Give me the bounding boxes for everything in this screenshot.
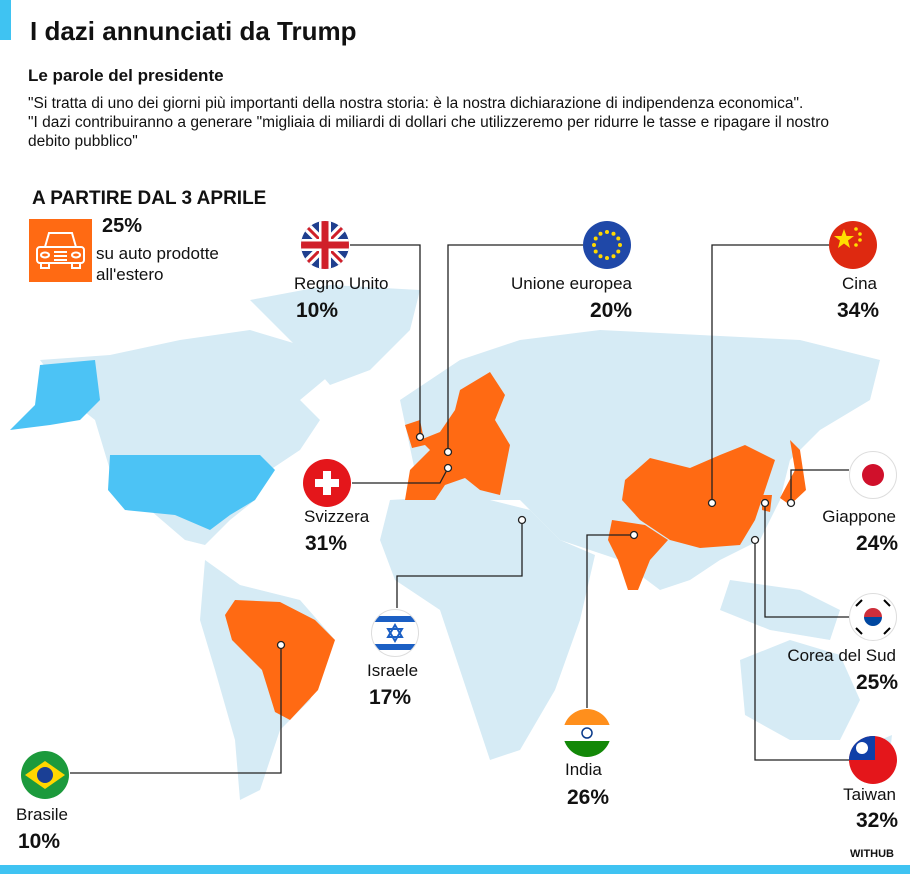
europe [405,372,510,500]
tariff-india: 26% [567,786,610,809]
leader-lines [70,244,849,774]
line-jp [790,469,849,503]
quote-2: "I dazi contribuiranno a generare "migli… [28,114,830,150]
line-uk [350,244,421,437]
line-cn [711,244,829,503]
south-korea-flag-icon [849,593,897,641]
footer-bar [0,865,910,874]
country-name-switzerland: Svizzera [304,507,370,526]
country-name-israel: Israele [367,661,419,680]
page-title: I dazi annunciati da Trump [30,16,357,46]
country-name-south-korea: Corea del Sud [787,646,896,665]
line-il [396,520,523,608]
line-ch [352,467,449,484]
country-name-brazil: Brasile [16,805,68,824]
car-tariff-pct: 25% [102,215,143,237]
tariff-china: 34% [836,299,879,322]
greenland [250,285,420,385]
uk-flag-icon [301,221,349,269]
country-name-india: India [565,760,602,779]
tariff-eu: 20% [589,299,632,322]
country-name-taiwan: Taiwan [843,785,896,804]
section-heading: A PARTIRE DAL 3 APRILE [32,188,267,209]
india-flag-icon [563,709,611,757]
brazil [225,600,335,720]
africa [380,495,595,760]
tariff-brazil: 10% [18,830,61,853]
line-in [586,534,634,708]
switzerland-flag-icon [303,459,351,507]
country-name-eu: Unione europea [511,274,632,293]
tariff-switzerland: 31% [305,532,348,555]
tariff-israel: 17% [369,686,412,709]
subtitle: Le parole del presidente [28,66,224,85]
tariff-japan: 24% [855,532,898,555]
tariff-taiwan: 32% [855,809,898,832]
quotes: "Si tratta di uno dei giorni più importa… [28,94,888,151]
japan-flag-icon [849,451,897,499]
country-name-uk: Regno Unito [294,274,389,293]
japan [780,440,806,505]
line-tw [754,540,849,761]
country-name-china: Cina [842,274,877,293]
brand-logo: WITHUB [850,848,894,860]
australia [740,640,860,740]
location-dots [276,432,796,650]
accent-bar [0,0,11,40]
country-name-japan: Giappone [822,507,896,526]
china [622,445,775,548]
southeast-asia [720,580,840,640]
brazil-flag-icon [21,751,69,799]
israel-flag-icon [371,609,419,657]
line-eu [447,244,583,452]
line-br [70,645,282,774]
usa [108,455,275,530]
eurasia [400,330,880,590]
china-flag-icon [829,221,877,269]
taiwan-flag-icon [849,736,897,784]
tariff-south-korea: 25% [855,671,898,694]
line-kr [764,503,849,618]
alaska [10,360,100,430]
land-masses [40,285,892,800]
car-tariff-text: su auto prodotte all'estero [96,244,219,284]
eu-flag-icon [583,221,631,269]
quote-1: "Si tratta di uno dei giorni più importa… [28,95,804,112]
tariff-uk: 10% [296,299,339,322]
india [608,520,668,590]
car-icon [29,219,92,282]
